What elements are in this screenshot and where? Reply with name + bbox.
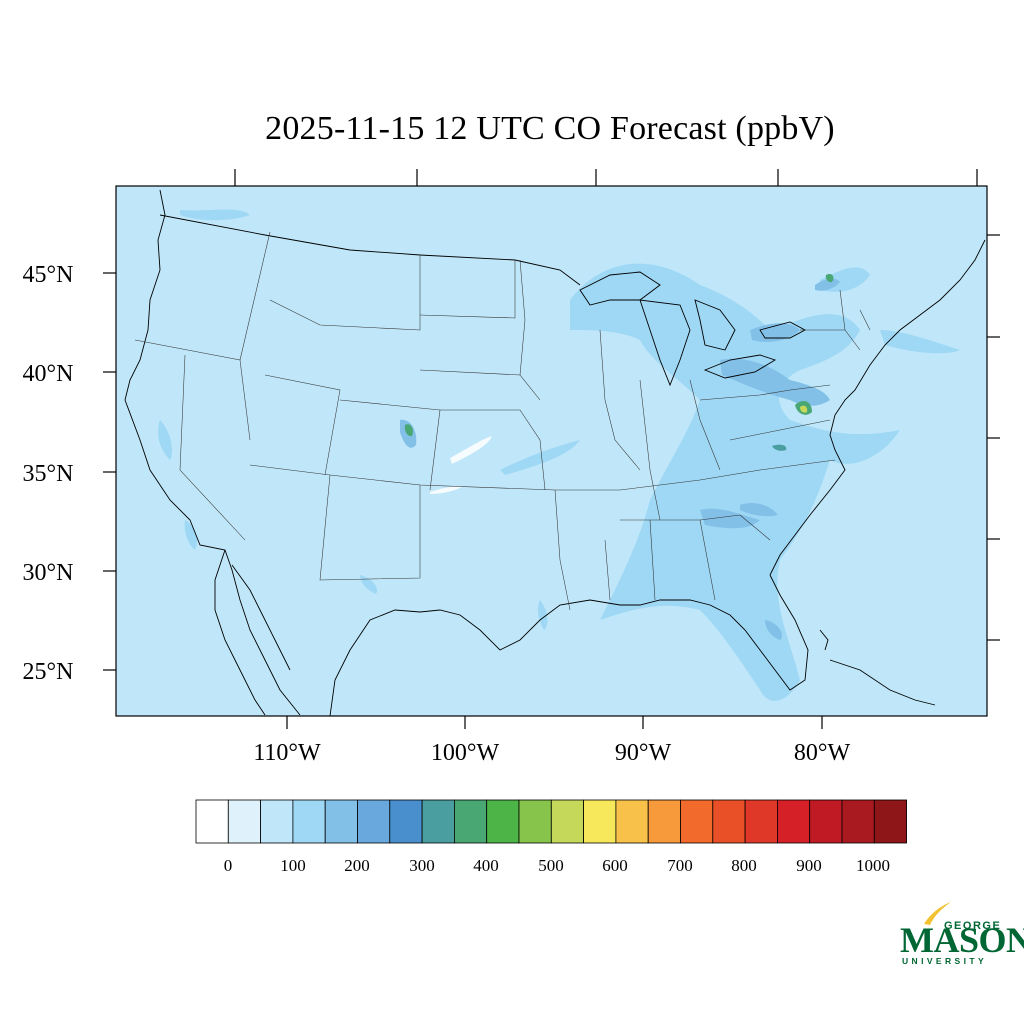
colorbar-swatch: [389, 799, 423, 844]
colorbar-swatch: [357, 799, 391, 844]
logo-university: UNIVERSITY: [902, 956, 988, 966]
colorbar-swatch: [841, 799, 875, 844]
lat-label-40: 40°N: [23, 361, 74, 387]
lon-label-90: 90°W: [615, 740, 672, 766]
colorbar-swatch: [195, 799, 229, 844]
colorbar-swatch: [809, 799, 843, 844]
logo-mason: MASON: [900, 920, 1024, 960]
colorbar-swatch: [260, 799, 294, 844]
colorbar-swatch: [227, 799, 262, 844]
colorbar-swatch: [680, 799, 714, 844]
map-title: 2025-11-15 12 UTC CO Forecast (ppbV): [265, 110, 835, 147]
colorbar-swatch: [453, 799, 488, 844]
colorbar-swatch: [583, 799, 617, 844]
swoosh-icon: [924, 902, 951, 925]
colorbar-swatch: [744, 799, 778, 844]
lon-label-100: 100°W: [431, 740, 500, 766]
colorbar-label: 500: [538, 856, 564, 875]
lon-label-110: 110°W: [253, 740, 321, 766]
colorbar-label: 0: [223, 856, 233, 875]
state-borders: [134, 231, 871, 611]
colorbar-swatch: [486, 799, 520, 844]
lat-labels: 45°N 40°N 35°N 30°N 25°N: [23, 262, 74, 685]
colorbar-swatch: [550, 799, 584, 844]
colorbar-label: 900: [796, 856, 822, 875]
colorbar-label: 100: [280, 856, 306, 875]
lat-label-35: 35°N: [23, 461, 74, 487]
colorbar-swatch: [421, 799, 455, 844]
colorbar-swatch: [712, 799, 746, 844]
logo-george: GEORGE: [944, 920, 1002, 932]
colorbar-label: 200: [344, 856, 370, 875]
map-ticks: [103, 169, 1000, 729]
lat-label-30: 30°N: [23, 560, 74, 586]
lat-label-45: 45°N: [23, 262, 74, 288]
concentration-field: [124, 189, 986, 716]
colorbar-swatch: [324, 799, 358, 844]
great-lakes-plume: [570, 263, 900, 701]
gmu-logo: GEORGE MASON UNIVERSITY: [900, 898, 1024, 968]
colorbar-swatch: [873, 799, 907, 844]
colorbar-label: 800: [731, 856, 757, 875]
colorbar-label: 400: [473, 856, 499, 875]
lon-labels: 110°W 100°W 90°W 80°W: [253, 740, 850, 766]
colorbar: [195, 799, 907, 844]
colorbar-label: 1000: [856, 856, 890, 875]
colorbar-label: 700: [667, 856, 693, 875]
colorbar-swatch: [518, 799, 552, 844]
colorbar-swatch: [777, 799, 811, 844]
lat-label-25: 25°N: [23, 659, 74, 685]
colorbar-label: 600: [602, 856, 628, 875]
lon-label-80: 80°W: [794, 740, 851, 766]
map-frame: [115, 185, 988, 717]
colorbar-label: 300: [409, 856, 435, 875]
colorbar-swatch: [292, 799, 326, 844]
colorbar-swatch: [615, 799, 649, 844]
colorbar-swatch: [647, 799, 681, 844]
